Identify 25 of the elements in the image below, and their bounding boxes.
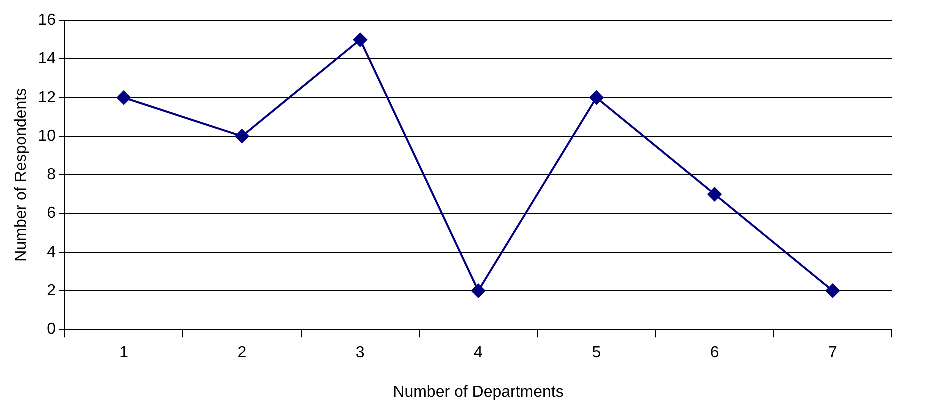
- y-tick-label: 6: [47, 205, 56, 222]
- y-tick-label: 0: [47, 321, 56, 338]
- y-tick-label: 10: [38, 128, 56, 145]
- point: [235, 129, 250, 144]
- x-tick-label: 5: [592, 344, 602, 362]
- y-tick-label: 2: [47, 282, 56, 300]
- x-axis-title: Number of Departments: [393, 384, 564, 401]
- point: [590, 90, 604, 105]
- x-tick-label: 1: [120, 344, 129, 362]
- x-tick-label: 7: [828, 344, 838, 362]
- x-tick-label: 3: [356, 344, 365, 362]
- y-tick-label: 12: [38, 89, 56, 106]
- x-tick-label: 4: [474, 344, 484, 362]
- x-tick-label: 6: [710, 344, 720, 362]
- y-tick-label: 8: [47, 166, 56, 184]
- x-tick-label: 2: [238, 344, 247, 362]
- y-tick-label: 16: [38, 12, 56, 30]
- point: [708, 187, 722, 202]
- point: [826, 284, 840, 298]
- y-tick-label: 14: [38, 50, 56, 68]
- y-axis-title: Number of Respondents: [13, 88, 30, 262]
- y-tick-label: 4: [47, 244, 56, 261]
- point: [117, 90, 132, 105]
- point: [472, 284, 486, 298]
- point: [353, 32, 368, 47]
